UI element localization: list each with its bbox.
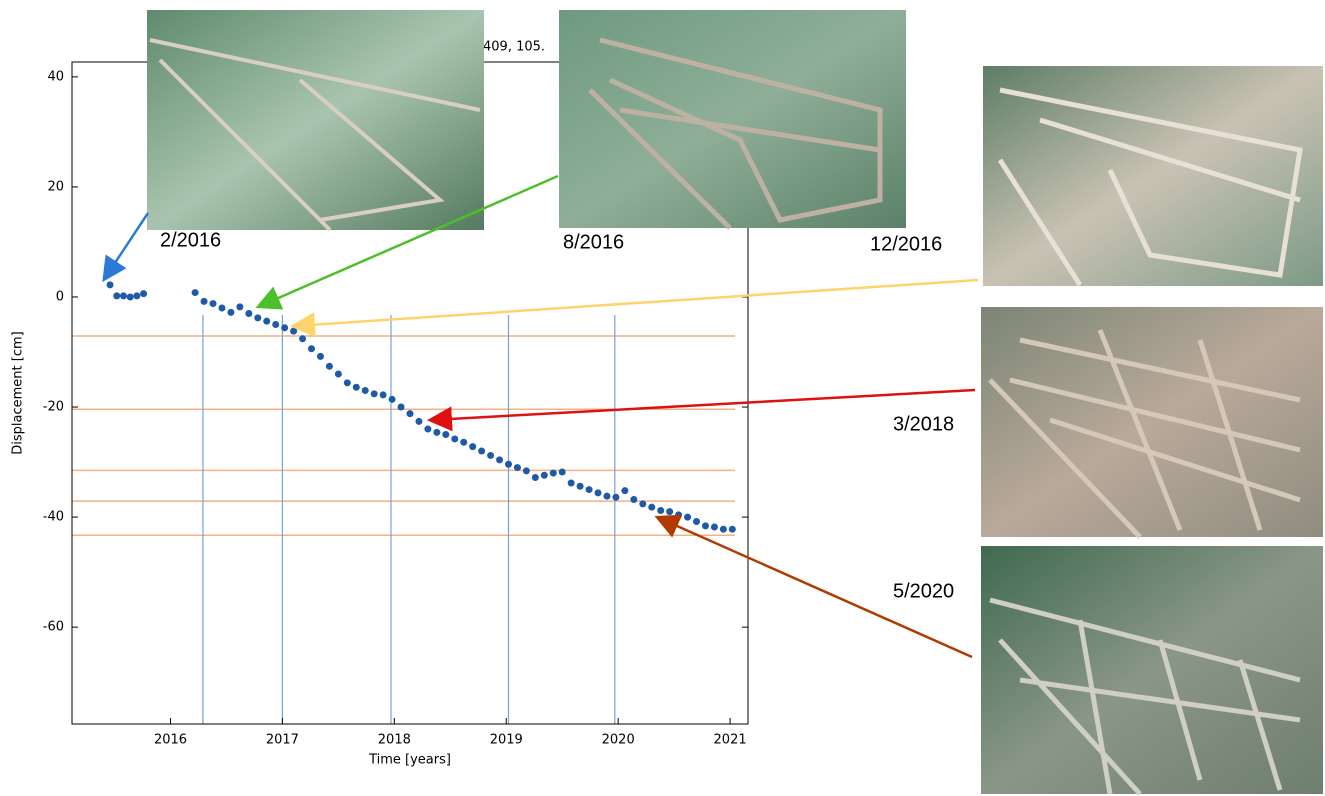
- data-point: [603, 493, 610, 500]
- arrow: [295, 280, 978, 326]
- y-tick-label: 20: [47, 179, 64, 194]
- data-point: [568, 479, 575, 486]
- data-point: [559, 468, 566, 475]
- data-point: [505, 461, 512, 468]
- x-tick-label: 2019: [490, 733, 523, 748]
- data-point: [326, 363, 333, 370]
- data-point: [254, 314, 261, 321]
- data-point: [693, 518, 700, 525]
- y-tick-label: -60: [43, 620, 64, 635]
- data-point: [424, 426, 431, 433]
- data-point: [281, 324, 288, 331]
- data-point: [639, 500, 646, 507]
- data-point: [299, 335, 306, 342]
- data-point: [666, 508, 673, 515]
- data-point: [612, 494, 619, 501]
- annotation: 12/2016: [870, 233, 942, 255]
- data-point: [729, 526, 736, 533]
- data-point: [263, 318, 270, 325]
- data-point: [550, 470, 557, 477]
- data-point: [675, 511, 682, 518]
- y-axis-label: Displacement [cm]: [11, 331, 26, 454]
- annotation: 8/2016: [563, 231, 624, 253]
- data-point: [335, 371, 342, 378]
- data-point: [371, 390, 378, 397]
- data-point: [308, 345, 315, 352]
- data-point: [120, 292, 127, 299]
- data-point: [407, 410, 414, 417]
- data-point: [595, 489, 602, 496]
- y-tick-label: -40: [43, 510, 64, 525]
- data-point: [415, 418, 422, 425]
- data-point: [460, 439, 467, 446]
- data-point: [451, 435, 458, 442]
- annotation: 5/2020: [893, 580, 954, 602]
- data-point: [201, 298, 208, 305]
- data-point: [586, 486, 593, 493]
- data-point: [514, 464, 521, 471]
- data-point: [317, 353, 324, 360]
- data-point: [127, 293, 134, 300]
- x-tick-label: 2020: [602, 733, 635, 748]
- x-tick-label: 2017: [266, 733, 299, 748]
- annotation: 3/2018: [893, 413, 954, 435]
- data-point: [630, 496, 637, 503]
- satellite-images: [147, 10, 1323, 794]
- data-point: [523, 467, 530, 474]
- data-point: [648, 504, 655, 511]
- data-point: [107, 281, 114, 288]
- data-point: [227, 309, 234, 316]
- x-tick-label: 2021: [714, 733, 747, 748]
- data-point: [442, 431, 449, 438]
- arrow: [105, 213, 148, 278]
- data-point: [389, 396, 396, 403]
- chart: 2016 2017 2018 2019 2020 2021 -60 -40 -20 0 20 40 Ti…: [0, 0, 1325, 796]
- arrows: [105, 176, 978, 657]
- data-point: [133, 292, 140, 299]
- data-point: [478, 448, 485, 455]
- x-tick-label: 2016: [154, 733, 187, 748]
- y-tick-label: -20: [43, 400, 64, 415]
- data-point: [577, 483, 584, 490]
- data-point: [720, 526, 727, 533]
- data-point: [469, 443, 476, 450]
- data-point: [433, 429, 440, 436]
- data-point: [210, 300, 217, 307]
- data-point: [702, 522, 709, 529]
- data-point: [344, 379, 351, 386]
- data-point: [380, 391, 387, 398]
- data-point: [621, 487, 628, 494]
- data-point: [541, 472, 548, 479]
- data-point: [192, 289, 199, 296]
- x-tick-label: 2018: [378, 733, 411, 748]
- data-point: [272, 321, 279, 328]
- data-point: [236, 303, 243, 310]
- data-point: [140, 290, 147, 297]
- data-point: [398, 404, 405, 411]
- data-point: [362, 387, 369, 394]
- chart-title: 409, 105.: [483, 40, 545, 55]
- data-point: [218, 304, 225, 311]
- data-point: [353, 384, 360, 391]
- data-point: [113, 292, 120, 299]
- data-point: [532, 474, 539, 481]
- data-point: [657, 507, 664, 514]
- data-point: [496, 456, 503, 463]
- data-point: [290, 328, 297, 335]
- y-tick-label: 40: [47, 69, 64, 84]
- y-tick-label: 0: [56, 289, 64, 304]
- x-axis-label: Time [years]: [368, 753, 451, 768]
- data-point: [245, 310, 252, 317]
- data-point: [711, 523, 718, 530]
- annotation: 2/2016: [160, 229, 221, 251]
- data-point: [684, 514, 691, 521]
- data-point: [487, 452, 494, 459]
